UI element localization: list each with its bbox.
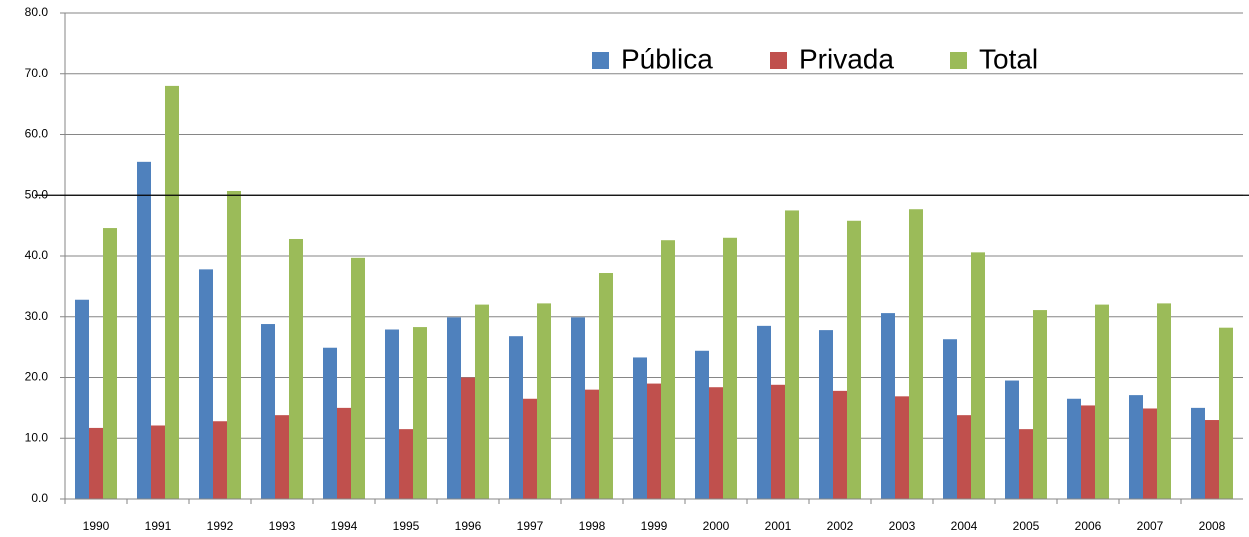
bar [1095, 304, 1109, 499]
bar [757, 325, 771, 499]
y-tick-label: 40.0 [25, 248, 49, 262]
y-tick-label: 0.0 [31, 491, 48, 505]
legend-swatch [592, 52, 609, 69]
bar [1157, 303, 1171, 499]
x-tick-label: 1993 [269, 519, 296, 533]
bar [213, 421, 227, 499]
x-tick-label: 1990 [83, 519, 110, 533]
bar [909, 209, 923, 499]
bar [1219, 327, 1233, 499]
x-tick-label: 1994 [331, 519, 358, 533]
x-tick-label: 2008 [1199, 519, 1226, 533]
bar [661, 240, 675, 499]
bar [709, 387, 723, 499]
x-tick-label: 1999 [641, 519, 668, 533]
bar [633, 357, 647, 499]
x-tick-label: 1997 [517, 519, 544, 533]
bar [895, 396, 909, 499]
bar [1081, 405, 1095, 499]
bar [275, 415, 289, 499]
bar [1143, 408, 1157, 499]
bar [971, 252, 985, 499]
x-tick-label: 2000 [703, 519, 730, 533]
x-tick-label: 2004 [951, 519, 978, 533]
bar [89, 427, 103, 499]
bar [75, 299, 89, 499]
y-tick-label: 50.0 [25, 187, 49, 201]
bar [771, 384, 785, 499]
bar [537, 303, 551, 499]
y-tick-label: 80.0 [25, 5, 49, 19]
bar [151, 425, 165, 499]
bar [1067, 398, 1081, 499]
x-tick-label: 2002 [827, 519, 854, 533]
bar [165, 85, 179, 500]
y-tick-label: 60.0 [25, 127, 49, 141]
bar [461, 377, 475, 499]
x-tick-label: 2003 [889, 519, 916, 533]
legend-label: Pública [621, 43, 713, 74]
y-tick-label: 30.0 [25, 309, 49, 323]
legend-swatch [950, 52, 967, 69]
bar [695, 350, 709, 499]
bar [1129, 395, 1143, 499]
bar [943, 339, 957, 499]
bar [337, 407, 351, 499]
bar [571, 317, 585, 499]
bar [137, 161, 151, 499]
bar [351, 257, 365, 499]
bar [413, 327, 427, 499]
bar [1033, 310, 1047, 499]
bar [475, 304, 489, 499]
bar [585, 389, 599, 499]
x-tick-label: 2001 [765, 519, 792, 533]
bar [1019, 429, 1033, 499]
y-tick-label: 70.0 [25, 66, 49, 80]
bar [399, 429, 413, 499]
bar [509, 336, 523, 499]
x-tick-label: 1992 [207, 519, 234, 533]
x-tick-label: 2007 [1137, 519, 1164, 533]
bar [881, 313, 895, 499]
bar [289, 238, 303, 500]
x-tick-label: 2005 [1013, 519, 1040, 533]
bar [957, 415, 971, 499]
bar [103, 228, 117, 499]
bar [323, 347, 337, 499]
legend-swatch [770, 52, 787, 69]
x-tick-label: 1998 [579, 519, 606, 533]
bar [1205, 420, 1219, 499]
y-tick-label: 10.0 [25, 430, 49, 444]
bar [599, 273, 613, 499]
bar [647, 383, 661, 499]
bar [447, 317, 461, 499]
x-tick-label: 1995 [393, 519, 420, 533]
x-tick-label: 1991 [145, 519, 172, 533]
legend-label: Privada [799, 43, 894, 74]
bar [1005, 380, 1019, 499]
bar [523, 398, 537, 499]
x-tick-label: 1996 [455, 519, 482, 533]
bar [833, 390, 847, 499]
legend: Pública Privada Total [592, 43, 1038, 74]
bar [261, 324, 275, 499]
bar [785, 210, 799, 499]
bar [1191, 407, 1205, 499]
y-tick-label: 20.0 [25, 370, 49, 384]
x-tick-label: 2006 [1075, 519, 1102, 533]
bar [723, 237, 737, 499]
bar [385, 329, 399, 499]
bar [819, 330, 833, 499]
legend-label: Total [979, 43, 1038, 74]
bar [199, 269, 213, 499]
bar [227, 190, 241, 499]
bar [847, 220, 861, 499]
